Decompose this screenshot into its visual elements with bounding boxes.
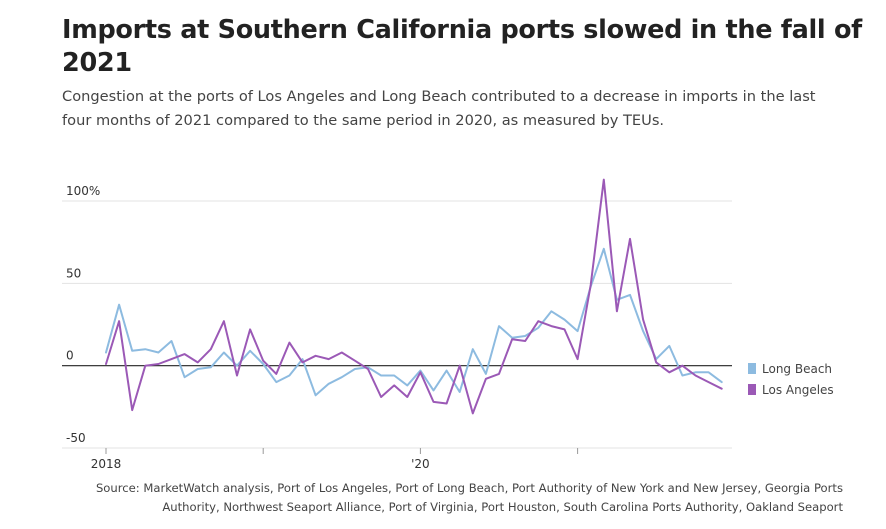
y-tick-label: 50 — [66, 266, 81, 280]
x-tick-label: '20 — [411, 457, 430, 471]
legend-swatch — [748, 384, 756, 395]
y-tick-label: 0 — [66, 349, 74, 363]
legend-swatch — [748, 363, 756, 374]
chart-subtitle: Congestion at the ports of Los Angeles a… — [62, 88, 816, 129]
source-note: Source: MarketWatch analysis, Port of Lo… — [95, 481, 843, 514]
x-tick-label: 2018 — [91, 457, 122, 471]
legend-label: Los Angeles — [762, 383, 834, 397]
y-tick-label: 100% — [66, 184, 100, 198]
y-tick-label: -50 — [66, 431, 86, 445]
series-line-los-angeles — [105, 178, 723, 415]
series-line-long-beach — [105, 247, 723, 397]
legend-label: Long Beach — [762, 362, 832, 376]
chart-title: Imports at Southern California ports slo… — [62, 15, 862, 78]
